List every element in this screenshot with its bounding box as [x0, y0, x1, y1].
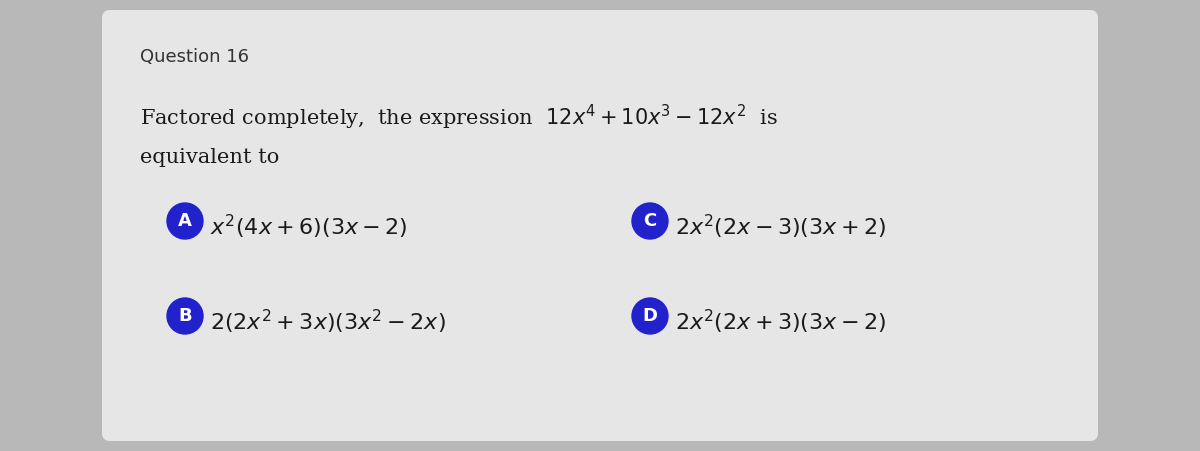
Circle shape — [167, 203, 203, 239]
Text: $2x^2(2x + 3)(3x - 2)$: $2x^2(2x + 3)(3x - 2)$ — [674, 308, 886, 336]
Text: $2(2x^2 + 3x)(3x^2 - 2x)$: $2(2x^2 + 3x)(3x^2 - 2x)$ — [210, 308, 446, 336]
Text: D: D — [642, 307, 658, 325]
Text: equivalent to: equivalent to — [140, 148, 280, 167]
Text: Factored completely,  the expression  $12x^4 + 10x^3 - 12x^2$  is: Factored completely, the expression $12x… — [140, 103, 778, 132]
Circle shape — [632, 203, 668, 239]
Text: A: A — [178, 212, 192, 230]
Text: B: B — [178, 307, 192, 325]
Circle shape — [632, 298, 668, 334]
FancyBboxPatch shape — [102, 10, 1098, 441]
Text: $x^2(4x + 6)(3x - 2)$: $x^2(4x + 6)(3x - 2)$ — [210, 213, 408, 241]
Text: C: C — [643, 212, 656, 230]
Text: $2x^2(2x - 3)(3x + 2)$: $2x^2(2x - 3)(3x + 2)$ — [674, 213, 886, 241]
Text: Question 16: Question 16 — [140, 48, 250, 66]
Circle shape — [167, 298, 203, 334]
